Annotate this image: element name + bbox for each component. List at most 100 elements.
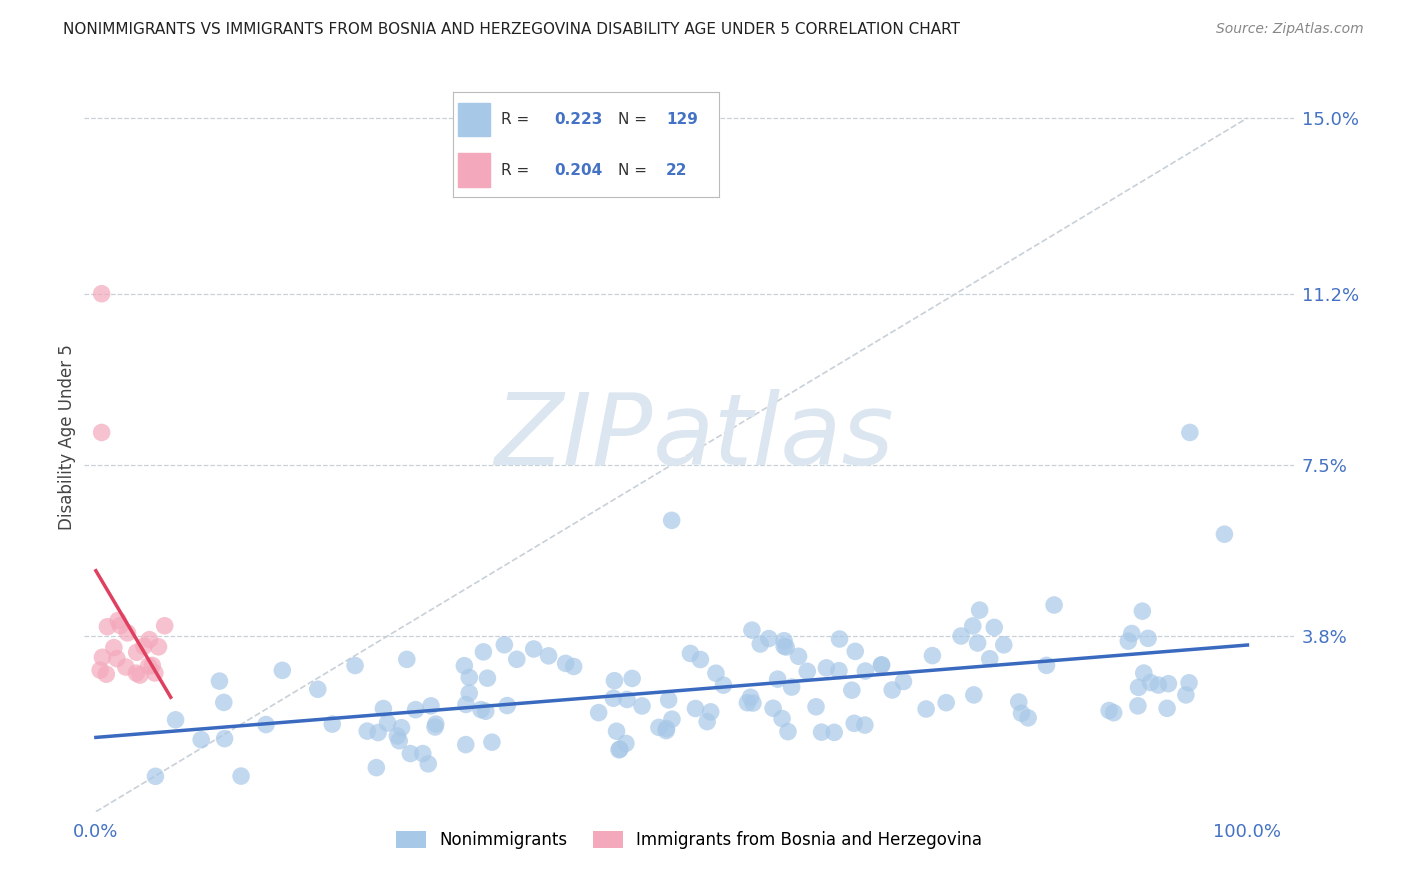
Point	[1133, 666, 1156, 681]
Point	[454, 738, 477, 752]
Point	[696, 714, 718, 729]
Point	[458, 686, 481, 700]
Point	[621, 672, 644, 686]
Point	[1174, 688, 1197, 702]
Point	[655, 723, 678, 738]
Point	[103, 640, 125, 655]
Point	[588, 706, 610, 720]
Point	[1128, 681, 1150, 695]
Point	[96, 667, 118, 681]
Point	[828, 664, 851, 678]
Point	[420, 698, 443, 713]
Point	[796, 665, 818, 679]
Point	[935, 696, 957, 710]
Point	[921, 648, 943, 663]
Point	[377, 716, 399, 731]
Point	[1156, 701, 1178, 715]
Point	[470, 703, 492, 717]
Point	[454, 698, 477, 712]
Point	[125, 645, 148, 659]
Point	[770, 712, 793, 726]
Point	[775, 640, 797, 654]
Point	[607, 743, 630, 757]
Point	[1011, 706, 1033, 721]
Point	[356, 724, 378, 739]
Point	[631, 698, 654, 713]
Point	[1116, 634, 1139, 648]
Point	[1139, 675, 1161, 690]
Point	[823, 725, 845, 739]
Point	[474, 704, 496, 718]
Point	[388, 733, 411, 747]
Text: NONIMMIGRANTS VS IMMIGRANTS FROM BOSNIA AND HERZEGOVINA DISABILITY AGE UNDER 5 C: NONIMMIGRANTS VS IMMIGRANTS FROM BOSNIA …	[63, 22, 960, 37]
Point	[950, 629, 973, 643]
Point	[477, 671, 499, 685]
Point	[395, 652, 418, 666]
Point	[453, 658, 475, 673]
Point	[458, 670, 481, 684]
Point	[554, 657, 576, 671]
Point	[373, 701, 395, 715]
Point	[766, 672, 789, 686]
Point	[1157, 676, 1180, 690]
Point	[125, 666, 148, 681]
Point	[1130, 604, 1153, 618]
Point	[1017, 711, 1039, 725]
Point	[391, 721, 413, 735]
Point	[966, 636, 988, 650]
Point	[212, 695, 235, 709]
Point	[609, 742, 631, 756]
Point	[472, 645, 495, 659]
Point	[969, 603, 991, 617]
Point	[602, 691, 624, 706]
Point	[399, 747, 422, 761]
Point	[145, 769, 167, 783]
Point	[405, 703, 427, 717]
Point	[1121, 626, 1143, 640]
Point	[844, 716, 866, 731]
Point	[494, 638, 516, 652]
Point	[1178, 425, 1201, 440]
Point	[91, 650, 114, 665]
Point	[828, 632, 851, 646]
Point	[496, 698, 519, 713]
Point	[506, 652, 529, 666]
Point	[853, 718, 876, 732]
Point	[870, 658, 893, 673]
Point	[893, 674, 915, 689]
Point	[737, 696, 759, 710]
Y-axis label: Disability Age Under 5: Disability Age Under 5	[58, 344, 76, 530]
Point	[141, 658, 163, 673]
Point	[1213, 527, 1236, 541]
Point	[963, 688, 986, 702]
Point	[979, 651, 1001, 665]
Point	[773, 633, 796, 648]
Point	[418, 756, 440, 771]
Point	[685, 701, 707, 715]
Point	[344, 658, 367, 673]
Point	[148, 640, 170, 654]
Point	[105, 651, 128, 665]
Point	[1137, 632, 1160, 646]
Point	[815, 661, 838, 675]
Point	[882, 683, 904, 698]
Point	[616, 692, 638, 706]
Point	[1043, 598, 1066, 612]
Point	[110, 618, 132, 632]
Point	[853, 664, 876, 678]
Point	[107, 614, 129, 628]
Point	[138, 658, 160, 673]
Point	[648, 720, 671, 734]
Point	[190, 732, 212, 747]
Point	[481, 735, 503, 749]
Point	[271, 664, 294, 678]
Point	[962, 619, 984, 633]
Point	[321, 717, 343, 731]
Point	[208, 674, 231, 689]
Point	[841, 683, 863, 698]
Point	[713, 678, 735, 692]
Point	[1126, 698, 1149, 713]
Point	[214, 731, 236, 746]
Point	[749, 637, 772, 651]
Point	[993, 638, 1015, 652]
